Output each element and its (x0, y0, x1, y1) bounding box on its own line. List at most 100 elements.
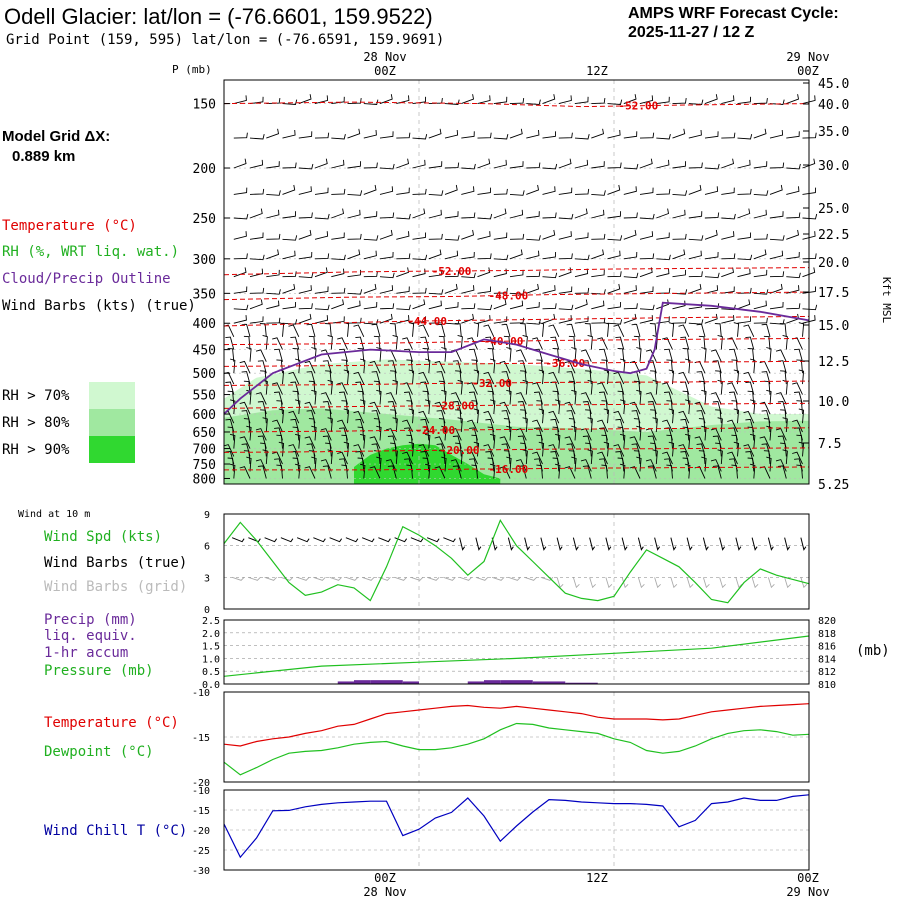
wind-barb (645, 459, 657, 472)
wind-barb (274, 391, 283, 405)
wind-barb (786, 94, 800, 105)
wind-barb (688, 301, 703, 310)
wind-barb (412, 287, 427, 294)
precip-bar (337, 681, 354, 684)
wind-barb-grid (654, 577, 661, 589)
wind-barb (574, 287, 590, 294)
wind-barb (418, 410, 430, 424)
pressure-tick-label: 812 (818, 667, 836, 678)
wind-barb (678, 410, 690, 424)
wind-barb (538, 322, 545, 337)
wind-barb (582, 360, 592, 374)
wind-barb (298, 94, 312, 105)
wind-barb (461, 163, 476, 170)
wind-barb (353, 324, 365, 337)
wind-barb (704, 303, 720, 310)
wind-barb (385, 392, 397, 405)
wind-barb (282, 162, 297, 169)
wind-barb (363, 129, 377, 139)
wind-barb (775, 392, 787, 405)
wind-barb (249, 96, 264, 105)
wind-barb (304, 436, 316, 449)
wind-barb (745, 336, 755, 350)
cross-section-frame (223, 79, 810, 485)
temperature-line (223, 703, 810, 747)
height-tick-label: 22.5 (818, 228, 849, 243)
wind-barb (487, 390, 495, 405)
wind-barb (441, 389, 447, 405)
wind-barb (477, 158, 491, 169)
wind-barb (786, 303, 801, 310)
wind-barb (396, 253, 411, 260)
wind-tick-label: 9 (204, 510, 210, 521)
wind-barb (721, 253, 736, 260)
wind-barb-true (475, 537, 482, 551)
wind-barb (444, 283, 458, 294)
wind-barb (672, 209, 686, 219)
wind-barb (353, 410, 365, 424)
wind-barb (255, 459, 267, 472)
wind-barb (509, 300, 524, 310)
wind-barb (766, 425, 772, 441)
wind-barb (727, 337, 738, 350)
wind-barb (737, 208, 751, 219)
wind-barb (262, 334, 268, 350)
wind-barb (239, 436, 251, 449)
wind-barb (662, 382, 673, 395)
wind-barb (601, 464, 608, 479)
height-tick-label: 35.0 (818, 125, 849, 140)
wind-barb (554, 358, 561, 374)
wind-barb (359, 399, 366, 415)
wind-barb (698, 418, 706, 433)
wind-barb (314, 304, 330, 311)
wind-barb (538, 408, 545, 424)
pressure-tick-label: 550 (193, 389, 216, 404)
wind-barbs-profile (223, 94, 818, 479)
wind-barb (597, 382, 608, 395)
wind-barb (322, 360, 332, 374)
wind-barb (554, 399, 561, 415)
wind-barb (623, 163, 639, 170)
wind-barb (339, 348, 348, 362)
wind-barb (379, 186, 394, 195)
wind-barb-grid (784, 577, 791, 589)
wind-barb (387, 465, 397, 479)
wind-barb (369, 401, 381, 415)
wind-barb (696, 323, 706, 337)
wind-barb (753, 300, 767, 310)
wind-barb (597, 337, 608, 350)
pressure-tick-label: 816 (818, 642, 836, 653)
wind-barb (721, 286, 735, 294)
wind-barb (249, 254, 265, 261)
wind-barb (786, 272, 801, 279)
wind-barb (558, 253, 573, 260)
wind-barb (246, 425, 252, 441)
isotherm-label: -24.00 (415, 424, 455, 437)
wind-barb (420, 381, 430, 395)
wind-barb (422, 426, 430, 441)
wind-barb (428, 128, 442, 139)
wind-barb (558, 286, 573, 294)
pressure-tick-label: 500 (193, 367, 216, 382)
wind-barb (385, 428, 397, 441)
wind-barb (438, 418, 446, 433)
wind-barb (241, 323, 251, 337)
wind-barb (542, 303, 557, 310)
wind-barb (782, 379, 788, 395)
wind-barb (408, 408, 415, 424)
wind-barb (656, 133, 671, 140)
wind-barb (666, 464, 673, 479)
wind-barb (522, 417, 528, 433)
wind-barb (763, 380, 771, 395)
wind-barb (688, 235, 704, 241)
wind-barb (223, 444, 235, 457)
wind-barb-true (378, 537, 391, 543)
wind-barb (639, 158, 653, 169)
wind-barb (477, 213, 493, 220)
wind-barb (775, 428, 787, 441)
wind-barb (487, 457, 495, 472)
wind-barb (607, 271, 622, 278)
wind-barb (282, 211, 297, 219)
wind-barb (623, 285, 637, 294)
isotherm-label: -28.00 (435, 400, 475, 413)
